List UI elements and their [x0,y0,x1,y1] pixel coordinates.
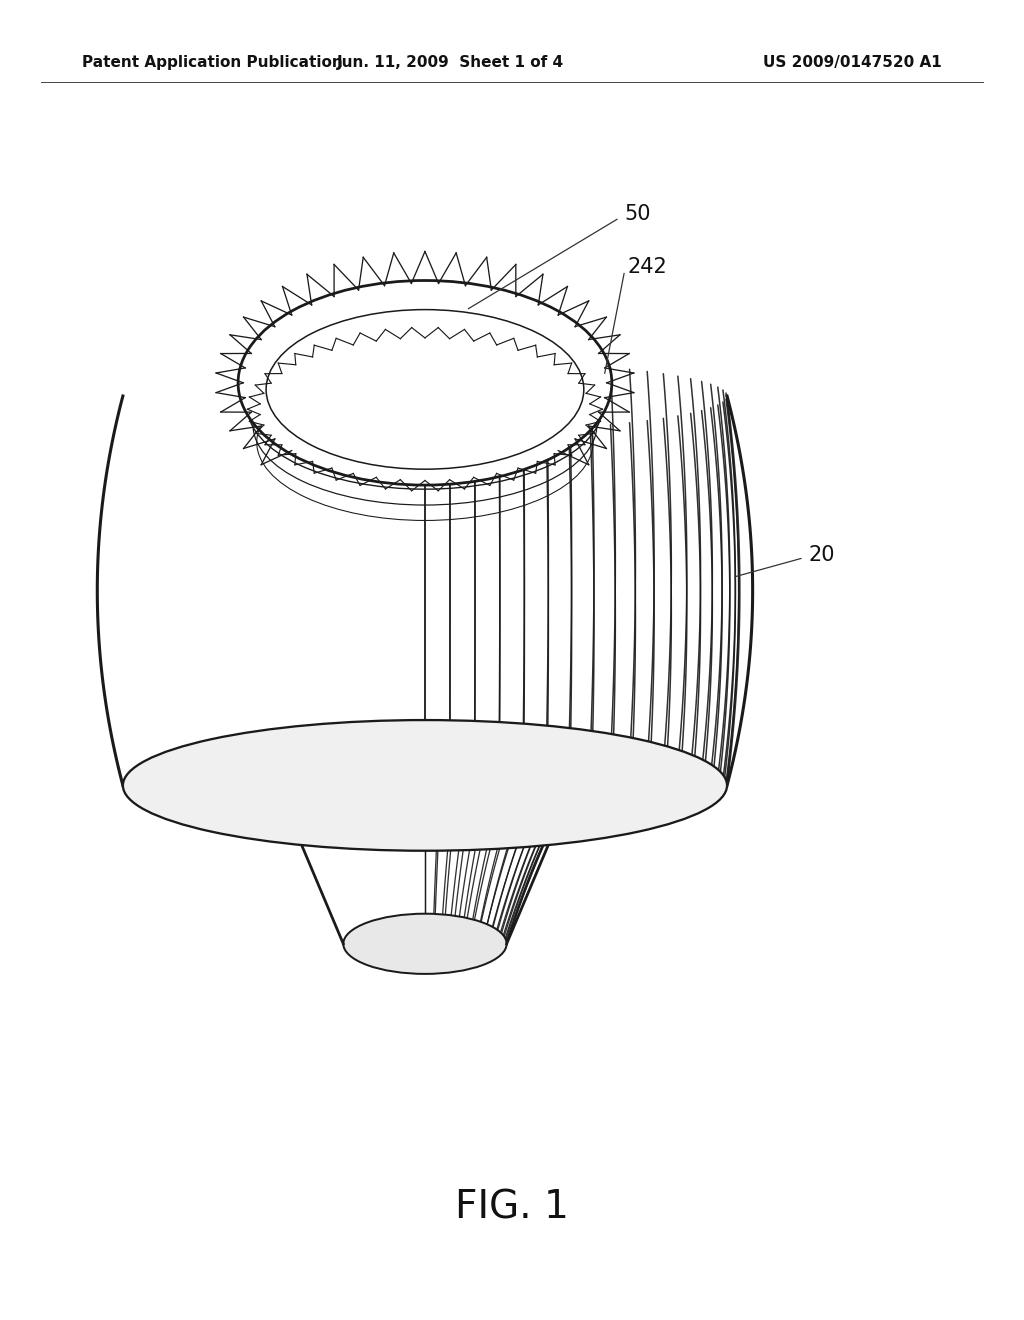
Ellipse shape [266,310,584,469]
Ellipse shape [123,721,727,851]
Text: Jun. 11, 2009  Sheet 1 of 4: Jun. 11, 2009 Sheet 1 of 4 [337,55,564,70]
Text: Patent Application Publication: Patent Application Publication [82,55,343,70]
Text: 20: 20 [809,545,836,565]
Text: 50: 50 [625,203,651,224]
Text: 242: 242 [628,256,668,277]
Text: US 2009/0147520 A1: US 2009/0147520 A1 [763,55,942,70]
Text: FIG. 1: FIG. 1 [455,1189,569,1226]
Ellipse shape [238,281,611,486]
Ellipse shape [343,913,507,974]
